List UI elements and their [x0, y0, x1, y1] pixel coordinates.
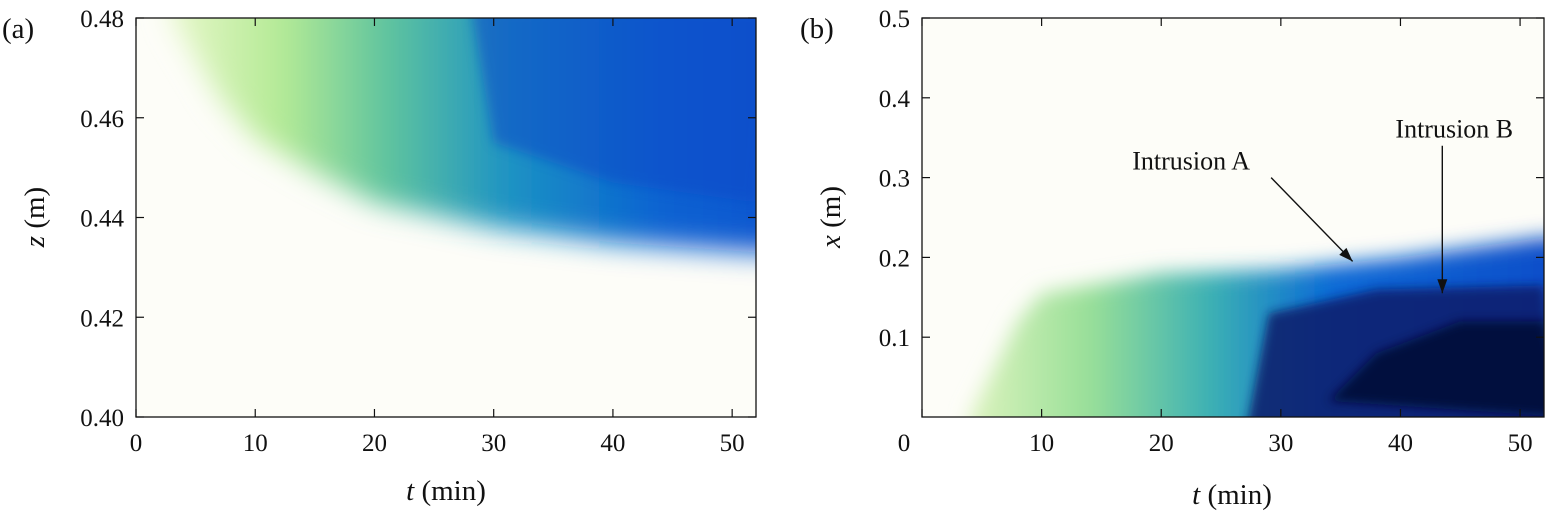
panel-b-ytick-label: 0.3 [879, 166, 910, 193]
panel-a-xtick-label: 20 [362, 430, 387, 457]
panel-b-xtick-label: 50 [1508, 430, 1533, 457]
panel-a-xlabel: t (min) [406, 475, 486, 507]
panel-a-ytick-label: 0.46 [80, 106, 124, 133]
panel-a-xtick-label: 30 [481, 430, 506, 457]
annotation-label: Intrusion B [1395, 115, 1513, 144]
panel-a-intrusion-core [473, 18, 756, 203]
panel-a-axes: 0 10 20 30 40 50 0.40 0.42 0.44 0.46 0.48 [80, 6, 757, 457]
panel-b-annotations: Intrusion A Intrusion B [1132, 115, 1513, 294]
panel-b-ytick-label: 0.2 [879, 245, 910, 272]
panel-b-intrusion-deep-core [1328, 321, 1544, 416]
panel-a-xtick-label: 40 [600, 430, 625, 457]
panel-a-ytick-label: 0.44 [80, 206, 124, 233]
panel-b-ytick-label: 0.1 [879, 325, 910, 352]
panel-b-xtick-label: 40 [1388, 430, 1413, 457]
panel-b-ylabel: x (m) [815, 186, 847, 249]
panel-a-label: (a) [2, 13, 34, 45]
panel-a-ytick-label: 0.40 [80, 405, 124, 432]
panel-a-xtick-label: 10 [243, 430, 268, 457]
panel-b-axes: 0 10 20 30 40 50 0.1 0.2 0.3 0.4 0.5 [879, 6, 1545, 457]
annotation-arrow-head [1437, 279, 1448, 294]
panel-b-ytick-label: 0.4 [879, 86, 911, 113]
panel-a-xtick-label: 0 [130, 430, 143, 457]
panel-b-xtick-label: 20 [1149, 430, 1174, 457]
panel-a-ylabel: z (m) [19, 187, 51, 248]
panel-a-ytick-label: 0.48 [80, 6, 124, 33]
panel-a-ytick-label: 0.42 [80, 305, 124, 332]
annotation-arrow-head [1339, 247, 1353, 262]
panel-b-xtick-label: 30 [1268, 430, 1293, 457]
panel-a-xtick-label: 50 [720, 430, 745, 457]
panel-a: 0 10 20 30 40 50 0.40 0.42 0.44 0.46 0.48 (a) t (m… [2, 6, 757, 507]
panel-b-xtick-label: 0 [898, 430, 911, 457]
panel-b-xlabel: t (min) [1192, 479, 1272, 511]
panel-b: 0 10 20 30 40 50 0.1 0.2 0.3 0.4 0.5 (b) t (min) x… [800, 6, 1545, 511]
panel-b-ytick-label: 0.5 [879, 6, 910, 33]
panel-b-label: (b) [800, 13, 834, 45]
panel-b-xtick-label: 10 [1029, 430, 1054, 457]
annotation-arrow-shaft [1270, 177, 1354, 262]
panel-b-frame [921, 17, 1545, 418]
annotation-label: Intrusion A [1132, 147, 1250, 176]
